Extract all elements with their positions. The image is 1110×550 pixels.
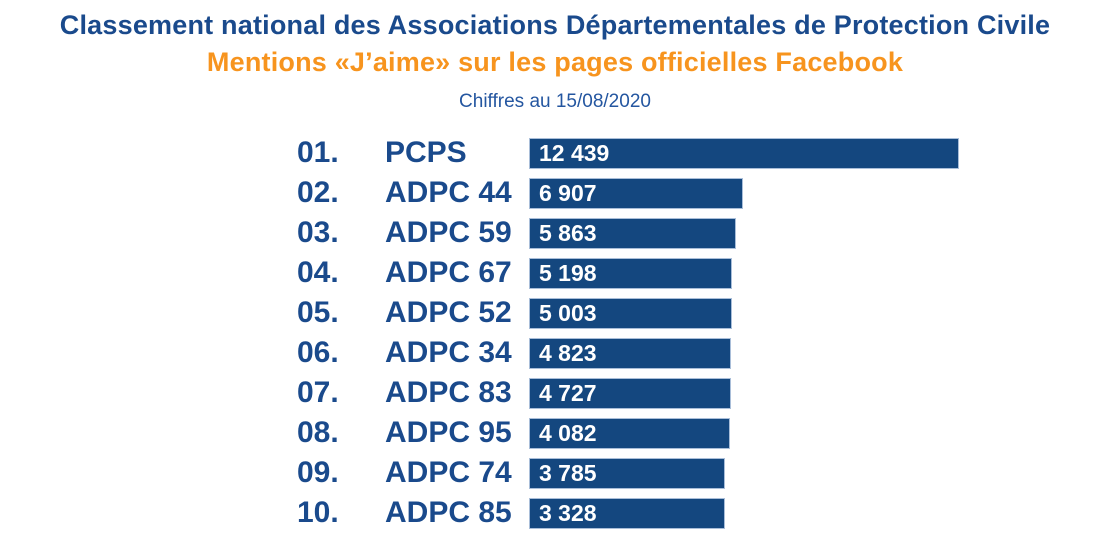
likes-bar: 4 727	[529, 377, 731, 409]
page-title: Classement national des Associations Dép…	[59, 10, 1051, 40]
likes-value: 5 198	[539, 259, 597, 286]
ranking-row: 07. ADPC 83 4 727	[0, 373, 1110, 413]
likes-value: 6 907	[539, 179, 597, 206]
ranking-row: 05. ADPC 52 5 003	[0, 293, 1110, 333]
ranking-row: 06. ADPC 34 4 823	[0, 333, 1110, 373]
rank-number: 08.	[297, 416, 339, 449]
association-label: ADPC 74	[385, 456, 512, 489]
ranking-row: 01. PCPS 12 439	[0, 133, 1110, 173]
association-label: PCPS	[385, 136, 467, 169]
rank-number: 03.	[297, 216, 339, 249]
likes-value: 3 328	[539, 499, 597, 526]
rank-number: 04.	[297, 256, 339, 289]
rank-number: 07.	[297, 376, 339, 409]
association-label: ADPC 52	[385, 296, 512, 329]
ranking-row: 02. ADPC 44 6 907	[0, 173, 1110, 213]
ranking-row: 03. ADPC 59 5 863	[0, 213, 1110, 253]
likes-value: 3 785	[539, 459, 597, 486]
likes-bar: 5 003	[529, 297, 732, 329]
likes-value: 5 003	[539, 299, 597, 326]
likes-value: 5 863	[539, 219, 597, 246]
likes-bar: 4 082	[529, 417, 730, 449]
ranking-list: 01. PCPS 12 439 02. ADPC 44 6 907 03. AD…	[0, 133, 1110, 533]
date-note: Chiffres au 15/08/2020	[459, 90, 651, 112]
association-label: ADPC 95	[385, 416, 512, 449]
likes-bar: 12 439	[529, 137, 959, 169]
likes-bar: 4 823	[529, 337, 731, 369]
page-subtitle: Mentions «J’aime» sur les pages officiel…	[206, 47, 904, 78]
association-label: ADPC 59	[385, 216, 512, 249]
likes-value: 4 823	[539, 339, 597, 366]
likes-value: 12 439	[539, 139, 610, 166]
rank-number: 10.	[297, 496, 339, 529]
likes-bar: 3 328	[529, 497, 725, 529]
association-label: ADPC 85	[385, 496, 512, 529]
likes-bar: 5 863	[529, 217, 736, 249]
likes-value: 4 727	[539, 379, 597, 406]
rank-number: 09.	[297, 456, 339, 489]
rank-number: 06.	[297, 336, 339, 369]
ranking-row: 09. ADPC 74 3 785	[0, 453, 1110, 493]
likes-bar: 5 198	[529, 257, 732, 289]
likes-value: 4 082	[539, 419, 597, 446]
association-label: ADPC 83	[385, 376, 512, 409]
ranking-row: 10. ADPC 85 3 328	[0, 493, 1110, 533]
header: Classement national des Associations Dép…	[0, 9, 1110, 114]
rank-number: 01.	[297, 136, 339, 169]
rank-number: 02.	[297, 176, 339, 209]
rank-number: 05.	[297, 296, 339, 329]
ranking-row: 08. ADPC 95 4 082	[0, 413, 1110, 453]
likes-bar: 3 785	[529, 457, 725, 489]
association-label: ADPC 67	[385, 256, 512, 289]
association-label: ADPC 44	[385, 176, 512, 209]
association-label: ADPC 34	[385, 336, 512, 369]
ranking-row: 04. ADPC 67 5 198	[0, 253, 1110, 293]
likes-bar: 6 907	[529, 177, 743, 209]
